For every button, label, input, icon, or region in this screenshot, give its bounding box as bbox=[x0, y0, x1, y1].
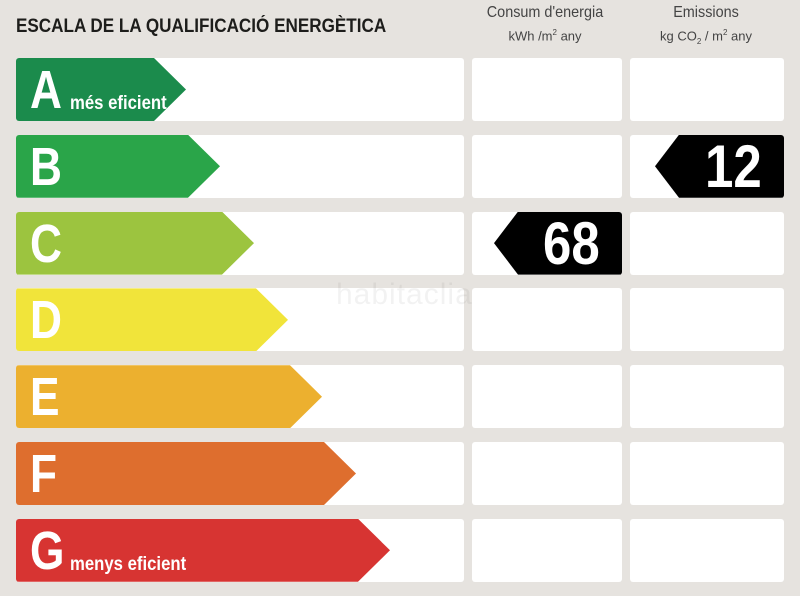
consum-rating-value: 68 bbox=[543, 209, 600, 277]
class-letter: C bbox=[30, 213, 62, 274]
class-note: més eficient bbox=[70, 93, 167, 114]
class-letter: B bbox=[30, 136, 62, 197]
class-arrow-b: B bbox=[16, 134, 220, 198]
emissions-label: Emissions bbox=[673, 4, 739, 21]
rating-row-f: F bbox=[0, 442, 800, 505]
consum-cell bbox=[472, 134, 622, 198]
emissions-cell bbox=[630, 288, 784, 352]
consum-cell bbox=[472, 518, 622, 582]
consum-label: Consum d'energia bbox=[486, 4, 604, 21]
consum-rating-indicator: 68 bbox=[494, 209, 622, 277]
consum-unit: kWh /m2 any bbox=[508, 28, 582, 44]
consum-cell bbox=[472, 365, 622, 429]
watermark-logo: habitaclia bbox=[336, 278, 473, 311]
class-arrow-f: F bbox=[16, 442, 356, 505]
emissions-cell bbox=[630, 442, 784, 505]
emissions-cell bbox=[630, 365, 784, 429]
class-letter: A bbox=[30, 60, 62, 120]
class-letter: D bbox=[30, 290, 62, 351]
class-letter: F bbox=[30, 444, 58, 504]
emissions-rating-indicator: 12 bbox=[655, 132, 784, 200]
consum-cell bbox=[472, 58, 622, 121]
class-letter: E bbox=[30, 367, 60, 428]
emissions-unit: kg CO2 / m2 any bbox=[660, 28, 752, 46]
rating-row-c: C 68 bbox=[0, 209, 800, 277]
consum-cell bbox=[472, 288, 622, 352]
page-title: ESCALA DE LA QUALIFICACIÓ ENERGÈTICA bbox=[16, 16, 387, 37]
class-arrow-d: D bbox=[16, 288, 288, 352]
emissions-cell bbox=[630, 211, 784, 275]
class-arrow-e: E bbox=[16, 365, 322, 429]
rating-row-d: D bbox=[0, 288, 800, 352]
rating-row-b: B 12 bbox=[0, 132, 800, 200]
emissions-cell bbox=[630, 518, 784, 582]
emissions-cell bbox=[630, 58, 784, 121]
rating-row-e: E bbox=[0, 365, 800, 429]
class-letter: G bbox=[30, 520, 65, 581]
consum-column-header: Consum d'energia kWh /m2 any bbox=[470, 4, 620, 43]
class-arrow-c: C bbox=[16, 211, 254, 275]
class-note: menys eficient bbox=[70, 553, 187, 575]
emissions-column-header: Emissions kg CO2 / m2 any bbox=[628, 4, 784, 46]
consum-cell bbox=[472, 442, 622, 505]
emissions-rating-value: 12 bbox=[705, 132, 762, 200]
